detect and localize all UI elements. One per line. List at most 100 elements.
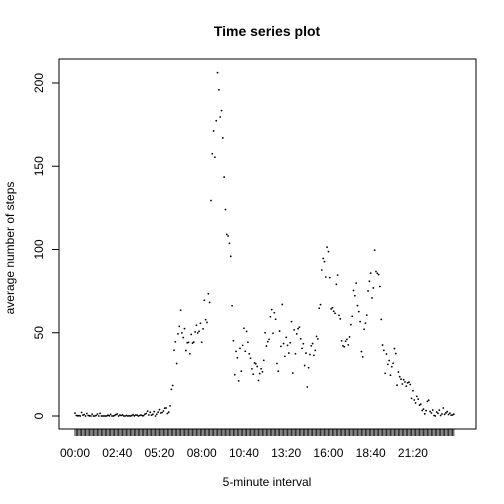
data-point — [365, 314, 368, 317]
data-point — [99, 412, 101, 415]
x-tick-label: 00:00 — [60, 446, 90, 460]
data-point — [348, 336, 351, 338]
data-point — [410, 397, 413, 400]
data-point — [347, 344, 350, 346]
data-point — [235, 350, 237, 353]
data-point — [280, 345, 282, 348]
data-point — [427, 399, 430, 402]
data-point — [196, 332, 199, 334]
data-point — [355, 282, 358, 285]
data-point — [443, 413, 446, 416]
data-point — [285, 336, 288, 339]
data-point — [314, 349, 317, 352]
data-point — [109, 413, 112, 416]
data-point — [83, 413, 86, 416]
data-point — [377, 273, 380, 276]
data-point — [188, 352, 191, 355]
data-point — [313, 354, 315, 357]
data-point — [177, 333, 179, 335]
data-point — [409, 383, 412, 386]
data-point — [319, 303, 322, 306]
data-point — [92, 415, 95, 417]
data-point — [128, 414, 131, 417]
data-point — [435, 411, 438, 413]
data-point — [250, 367, 253, 370]
data-point — [379, 285, 381, 288]
data-point — [227, 235, 230, 237]
data-point — [363, 328, 365, 331]
data-point — [233, 373, 236, 376]
data-point — [217, 88, 220, 91]
data-point — [244, 350, 247, 353]
x-tick-label: 21:20 — [398, 446, 428, 460]
data-point — [401, 383, 404, 385]
data-point — [89, 415, 92, 417]
data-point — [277, 370, 280, 373]
data-point — [338, 314, 340, 317]
data-point — [293, 329, 296, 331]
data-point — [291, 372, 294, 374]
data-point — [331, 306, 334, 309]
data-point — [130, 414, 133, 417]
data-point — [133, 414, 136, 417]
x-tick-label: 13:20 — [271, 446, 301, 460]
data-point — [178, 325, 181, 328]
data-point — [97, 415, 100, 417]
x-axis: 00:00 02:40 05:20 08:00 10:40 13:20 16:00 18:40… — [60, 428, 455, 460]
data-point — [212, 130, 215, 132]
data-point — [269, 315, 272, 318]
data-point — [166, 412, 169, 415]
data-point — [207, 292, 210, 295]
data-point — [419, 403, 422, 406]
data-point — [324, 276, 327, 278]
data-point — [157, 411, 160, 414]
data-point — [203, 299, 206, 302]
data-point — [318, 307, 321, 310]
data-point — [332, 310, 335, 313]
data-point — [356, 304, 359, 307]
data-point — [310, 345, 313, 347]
data-point — [397, 371, 400, 373]
data-point — [413, 399, 416, 401]
data-point — [290, 320, 293, 323]
data-point — [88, 414, 91, 417]
data-point — [380, 318, 383, 321]
data-point — [389, 374, 392, 377]
data-point — [339, 318, 342, 320]
data-point — [214, 156, 216, 159]
data-point — [429, 410, 431, 413]
data-point — [237, 379, 240, 382]
data-point — [249, 357, 252, 360]
data-point — [174, 341, 177, 343]
data-point — [79, 415, 82, 417]
data-point — [199, 322, 202, 325]
data-point — [179, 309, 182, 312]
data-point — [206, 321, 208, 324]
data-point — [248, 352, 251, 355]
data-point — [450, 414, 453, 417]
data-point — [253, 361, 256, 364]
data-point — [303, 364, 306, 367]
data-point — [96, 413, 99, 416]
data-point — [426, 400, 429, 403]
data-point — [359, 320, 362, 323]
data-point — [270, 308, 273, 311]
data-point — [343, 345, 346, 348]
data-point — [208, 301, 211, 304]
data-point — [85, 412, 88, 415]
data-point — [400, 378, 402, 381]
data-point — [289, 341, 292, 344]
data-point — [261, 370, 264, 373]
data-point — [239, 347, 241, 350]
data-point — [240, 370, 243, 373]
data-point — [372, 287, 375, 289]
data-point — [425, 409, 428, 412]
data-point — [281, 303, 284, 306]
data-point — [76, 414, 79, 417]
data-point — [266, 340, 269, 343]
data-point — [295, 333, 298, 335]
data-point — [412, 389, 414, 392]
data-point — [181, 332, 183, 334]
data-point — [342, 344, 344, 347]
y-tick-label: 150 — [32, 156, 46, 176]
